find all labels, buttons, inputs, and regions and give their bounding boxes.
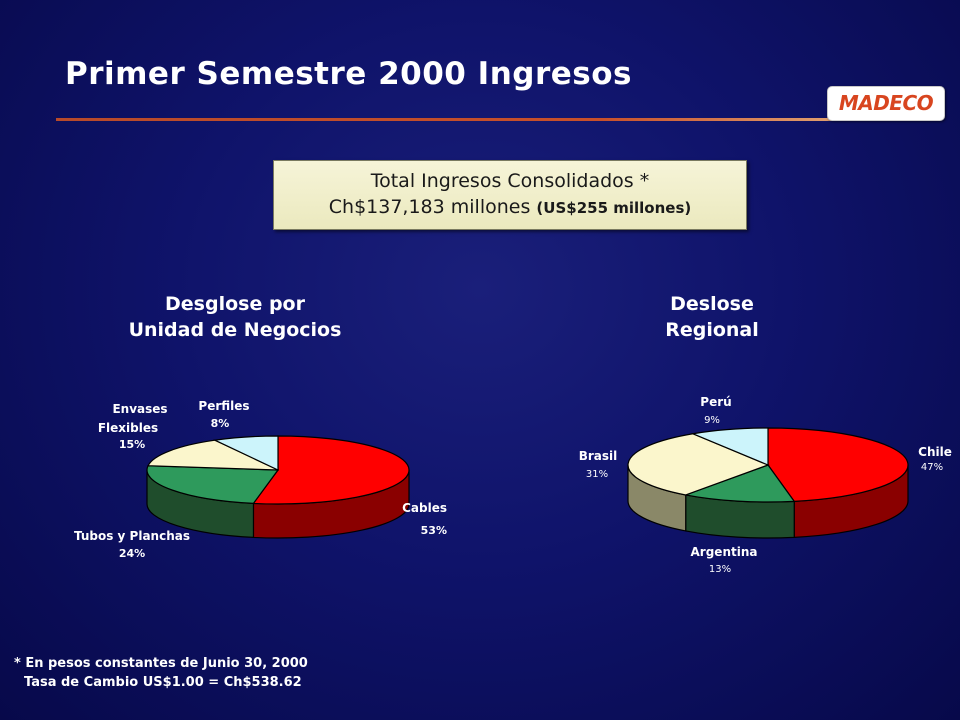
regional-section-title-line2: Regional (665, 319, 759, 341)
pie-chart-business: Cables 53% Tubos y Planchas 24% Envases Flexi… (74, 399, 447, 560)
pie-slice-perú (690, 427, 769, 466)
slice-percent: 15% (119, 438, 145, 451)
total-revenue-box: Total Ingresos Consolidados * Ch$137,183… (273, 160, 747, 230)
slice-label: Perfiles (198, 399, 249, 413)
regional-section-title-line1: Deslose (670, 293, 754, 315)
pie-slice-argentina (683, 464, 796, 503)
pie-chart-regional: Chile 47% Argentina 13% Brasil 31% Perú 9% (579, 395, 952, 575)
slice-label: Envases (112, 402, 167, 416)
slice-percent: 9% (704, 415, 720, 426)
slice-label: Cables (402, 501, 447, 515)
pie-slice-envases-flexibles (147, 439, 279, 471)
slice-percent: 31% (586, 469, 608, 480)
madeco-logo: MADECO (827, 86, 945, 121)
title-divider (56, 118, 836, 121)
slice-percent: 47% (921, 462, 943, 473)
logo-text: MADECO (838, 91, 934, 115)
business-section-title-line2: Unidad de Negocios (128, 319, 342, 341)
pie-slice-chile (767, 427, 909, 502)
total-revenue-usd: (US$255 millones) (536, 199, 692, 217)
pie-slice-cables (252, 435, 410, 505)
total-revenue-amount: Ch$137,183 millones (US$255 millones) (274, 196, 746, 218)
regional-section-title: Deslose Regional (612, 291, 812, 343)
slice-label: Tubos y Planchas (74, 529, 190, 543)
slice-label: Argentina (691, 545, 758, 559)
business-section-title-line1: Desglose por (165, 293, 305, 315)
slice-label: Chile (918, 445, 952, 459)
slice-label: Perú (700, 395, 731, 409)
slice-percent: 53% (421, 524, 447, 537)
pie-slice-perfiles (212, 435, 279, 471)
slice-percent: 8% (211, 417, 230, 430)
footnote-exchange-rate: Tasa de Cambio US$1.00 = Ch$538.62 (24, 675, 302, 690)
slice-label: Flexibles (98, 421, 158, 435)
total-revenue-clp: Ch$137,183 millones (328, 196, 531, 218)
footnote-constant-pesos: * En pesos constantes de Junio 30, 2000 (14, 656, 308, 671)
total-revenue-heading: Total Ingresos Consolidados * (370, 170, 650, 192)
page-title: Primer Semestre 2000 Ingresos (65, 56, 632, 92)
slice-percent: 13% (709, 564, 731, 575)
pie-slice-tubos-y-planchas (146, 465, 280, 505)
business-section-title: Desglose por Unidad de Negocios (110, 291, 360, 343)
slice-label: Brasil (579, 449, 618, 463)
pie-slice-brasil (627, 433, 770, 496)
slice-percent: 24% (119, 547, 145, 560)
